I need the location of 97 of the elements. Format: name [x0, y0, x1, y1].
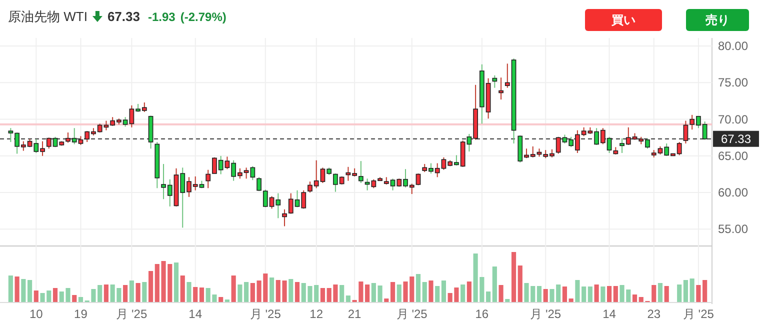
candlestick	[206, 169, 211, 189]
bar	[498, 285, 504, 302]
bar	[543, 289, 548, 302]
bar	[396, 284, 402, 302]
bar	[428, 280, 434, 302]
bar	[518, 266, 522, 302]
bar	[613, 286, 618, 302]
x-tick-label: 月 '25	[396, 307, 428, 321]
candlestick	[358, 160, 364, 184]
bar	[600, 286, 606, 302]
bar	[27, 280, 32, 302]
bar	[435, 286, 440, 302]
x-tick-label: 16	[475, 307, 489, 321]
bar	[72, 295, 77, 302]
bar	[294, 282, 300, 302]
bar	[416, 274, 421, 302]
y-tick-label: 75.00	[718, 76, 748, 90]
x-tick-label: 23	[647, 307, 661, 321]
bar	[34, 290, 38, 302]
x-tick-label: 10	[29, 307, 44, 321]
candlestick	[256, 176, 262, 192]
bar	[422, 282, 427, 302]
bar	[78, 297, 84, 302]
x-tick-label: 月 '25	[530, 307, 562, 321]
x-tick-label: 19	[74, 307, 88, 321]
bar	[8, 276, 13, 302]
bar	[186, 282, 192, 302]
bar	[269, 278, 274, 302]
chart-title: 原油先物 WTI	[8, 9, 88, 24]
x-tick-label: 21	[348, 307, 362, 321]
bar	[460, 284, 466, 302]
bar	[21, 279, 26, 302]
y-tick-label: 80.00	[718, 39, 748, 54]
bar	[365, 284, 370, 302]
bar	[136, 283, 140, 302]
bar	[199, 288, 204, 302]
bar	[607, 286, 612, 302]
bar	[664, 286, 669, 302]
bar	[505, 299, 510, 302]
bar	[52, 288, 58, 302]
x-tick-label: 月 '25	[250, 307, 282, 321]
bar	[320, 288, 326, 302]
bar	[658, 283, 663, 302]
bar	[193, 287, 198, 302]
bar	[568, 298, 574, 302]
bar	[346, 296, 350, 302]
bar	[129, 280, 134, 302]
candlestick	[498, 77, 504, 100]
y-tick-label: 65.00	[718, 148, 748, 163]
bar	[594, 284, 599, 302]
bar	[466, 282, 472, 302]
x-tick-label: 月 '25	[682, 307, 714, 321]
y-tick-label: 55.00	[718, 222, 748, 236]
bar	[683, 280, 688, 302]
bar	[536, 286, 542, 302]
bar	[142, 282, 147, 302]
bar	[486, 292, 491, 302]
bar	[174, 262, 179, 302]
bar	[238, 284, 242, 302]
header: 原油先物 WTI 67.33 -1.93 (-2.79%) 買い 売り	[8, 9, 749, 31]
bar	[582, 286, 586, 302]
candlestick	[492, 74, 498, 88]
bar	[677, 284, 682, 302]
bar	[148, 271, 154, 302]
x-tick-label: 14	[188, 307, 202, 321]
bar	[696, 285, 701, 302]
bar	[575, 280, 580, 302]
bar	[104, 284, 108, 302]
bar	[123, 285, 128, 302]
bar	[690, 278, 694, 302]
bar	[632, 294, 638, 302]
bar	[588, 286, 592, 302]
bar	[384, 298, 389, 302]
bar	[511, 252, 516, 302]
y-tick-label: 60.00	[718, 186, 748, 200]
bar	[562, 286, 568, 302]
x-tick-label: 月 '25	[116, 307, 148, 321]
bar	[14, 276, 20, 302]
bar	[441, 280, 446, 302]
bar	[492, 266, 497, 302]
candlestick	[683, 120, 688, 144]
bar	[340, 285, 344, 302]
x-tick-label: 14	[602, 307, 616, 321]
bar	[250, 283, 255, 302]
bar	[180, 276, 185, 302]
bar	[288, 279, 294, 302]
x-tick-label: 12	[310, 307, 324, 321]
ref-line-label: 67.33	[720, 132, 752, 146]
bar	[231, 276, 236, 302]
button: 売り	[686, 9, 749, 31]
bar	[390, 282, 396, 302]
y-tick-label: 70.00	[718, 112, 748, 126]
candlestick	[282, 208, 287, 227]
button: 買い	[585, 9, 662, 31]
bar	[702, 280, 708, 302]
bar	[244, 282, 249, 302]
bar	[218, 297, 224, 302]
